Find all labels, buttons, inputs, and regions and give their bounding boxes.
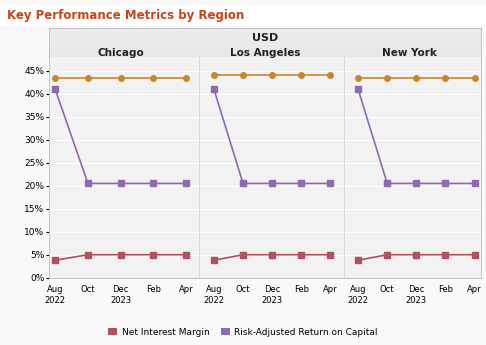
Text: Los Angeles: Los Angeles [229,48,300,58]
Text: USD: USD [252,33,278,43]
Text: Chicago: Chicago [97,48,144,58]
Legend: Net Interest Margin, Risk-Adjusted Return on Capital: Net Interest Margin, Risk-Adjusted Retur… [105,324,381,341]
Text: Key Performance Metrics by Region: Key Performance Metrics by Region [7,9,244,21]
Text: New York: New York [382,48,436,58]
